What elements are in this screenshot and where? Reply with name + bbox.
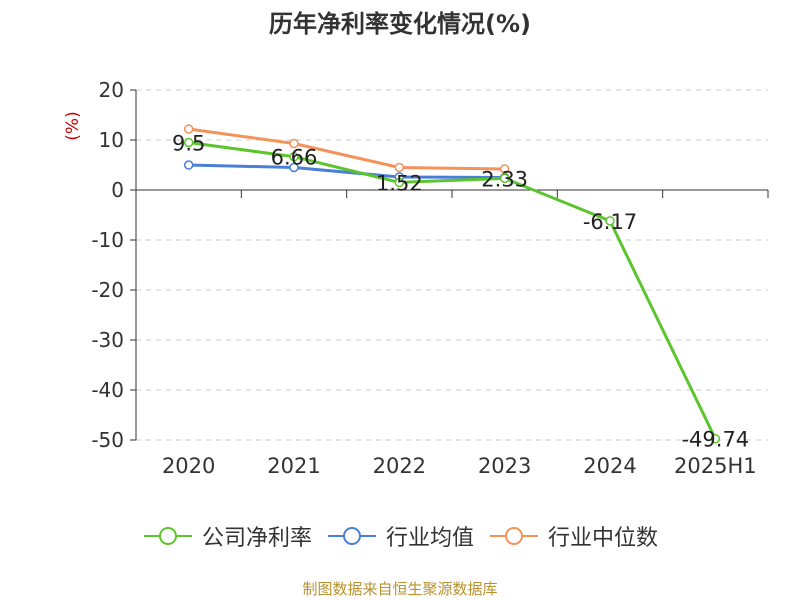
x-tick-label: 2025H1 [674,454,757,478]
x-tick-label: 2020 [162,454,215,478]
axes: 20 10 0 -10 -20 -30 -40 -50 2020 2021 2022 2023 2024… [63,78,769,478]
y-tick-label: -10 [91,228,124,252]
legend-label-industry-median: 行业中位数 [548,526,659,551]
legend-label-company: 公司净利率 [201,526,312,551]
legend-industry-avg-swatch-icon [327,527,376,545]
data-label: -6.17 [583,210,637,234]
x-tick-label: 2023 [478,454,531,478]
data-label: 6.66 [271,146,318,170]
legend-item-company[interactable]: 公司净利率 [142,520,312,552]
y-tick-label: -20 [91,278,124,302]
y-axis-title: (%) [63,111,83,140]
data-point-0[interactable] [183,137,194,148]
data-point-0[interactable] [394,177,405,188]
y-tick-label: 10 [99,128,124,152]
data-point-2[interactable] [394,162,405,173]
legend-item-industry-median[interactable]: 行业中位数 [488,520,658,552]
legend-company-swatch-icon [143,527,192,545]
y-tick-label: 20 [99,78,124,102]
series-lines [183,124,721,444]
data-label: -49.74 [681,428,749,452]
chart-title: 历年净利率变化情况(%) [269,10,531,38]
data-label: 1.52 [376,171,423,195]
data-point-0[interactable] [499,173,510,184]
data-point-0[interactable] [289,151,299,162]
series-line-2 [188,127,505,171]
grid-lines [136,89,768,441]
data-point-1[interactable] [289,162,299,173]
y-tick-label: -30 [91,328,124,352]
x-tick-label: 2021 [267,454,320,478]
data-point-0[interactable] [605,216,615,226]
data-label: 2.33 [481,167,528,191]
series-line-1 [188,163,505,179]
data-point-1[interactable] [183,160,194,170]
data-point-2[interactable] [183,124,194,134]
x-tick-label: 2022 [373,454,426,478]
data-label: 9.5 [172,132,205,156]
data-labels: 9.5 6.66 1.52 2.33 -6.17 -49.74 [172,132,749,452]
data-point-0[interactable] [710,433,721,444]
legend-item-industry-avg[interactable]: 行业均值 [326,520,474,552]
y-tick-label: -50 [91,428,124,452]
legend: 公司净利率 行业均值 行业中位数 [0,520,800,552]
y-tick-label: 0 [111,178,124,202]
legend-label-industry-avg: 行业均值 [385,526,474,551]
data-point-2[interactable] [289,138,299,149]
data-source-footer: 制图数据来自恒生聚源数据库 [302,580,498,598]
y-tick-label: -40 [91,378,124,402]
series-line-0 [188,141,717,440]
x-tick-label: 2024 [583,454,636,478]
legend-industry-median-swatch-icon [490,527,538,545]
